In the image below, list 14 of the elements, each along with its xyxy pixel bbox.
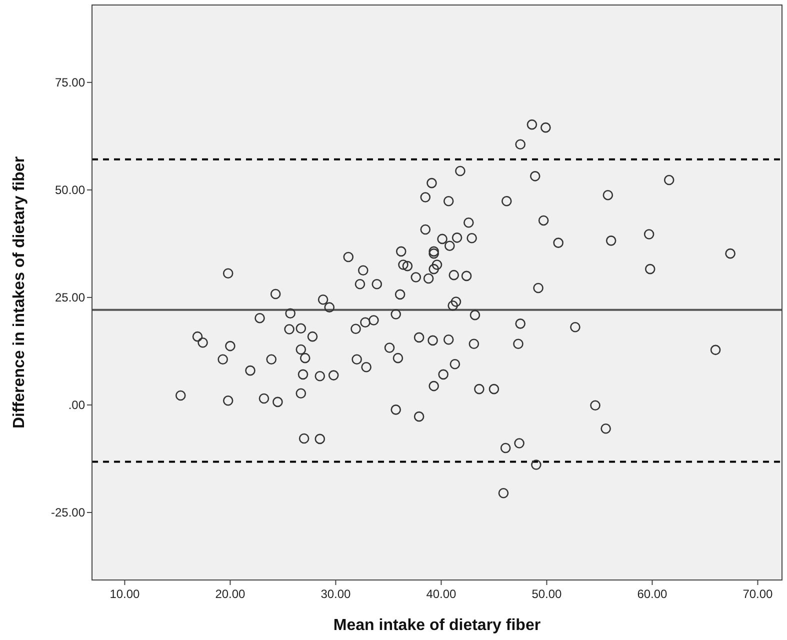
x-axis-title: Mean intake of dietary fiber — [333, 617, 541, 634]
x-tick-label: 10.00 — [110, 587, 140, 601]
y-tick-label: .00 — [68, 398, 86, 412]
x-tick-label: 50.00 — [532, 587, 562, 601]
x-tick-label: 30.00 — [320, 587, 352, 601]
y-axis-title: Difference in intakes of dietary fiber — [11, 156, 28, 429]
y-tick-label: -25.00 — [50, 506, 86, 520]
y-tick-label: 75.00 — [54, 76, 86, 90]
y-tick-label: 25.00 — [54, 290, 86, 305]
y-tick-label: 50.00 — [54, 183, 86, 198]
x-tick-label: 70.00 — [742, 587, 774, 601]
x-tick-label: 60.00 — [637, 587, 668, 601]
x-tick-label: 20.00 — [215, 587, 246, 601]
x-tick-label: 40.00 — [426, 587, 457, 601]
